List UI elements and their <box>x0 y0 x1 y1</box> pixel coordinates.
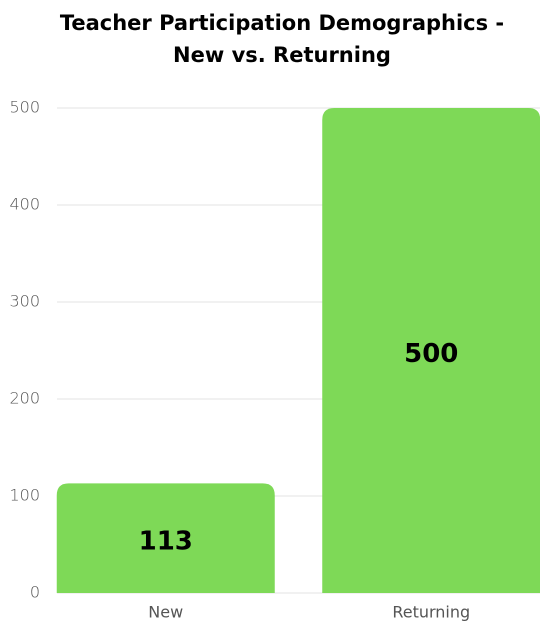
bar <box>322 108 540 593</box>
chart-title: New vs. Returning <box>173 43 391 67</box>
data-label: 113 <box>139 527 193 557</box>
y-tick-label: 400 <box>9 195 40 214</box>
bar <box>56 483 275 593</box>
y-tick-label: 0 <box>30 583 40 602</box>
y-tick-label: 200 <box>9 389 40 408</box>
data-label: 500 <box>404 339 458 369</box>
chart-title: Teacher Participation Demographics - <box>60 11 504 35</box>
y-tick-label: 500 <box>9 98 40 117</box>
x-tick-label: Returning <box>392 603 470 622</box>
y-tick-label: 300 <box>9 292 40 311</box>
x-tick-label: New <box>148 603 183 622</box>
y-tick-label: 100 <box>9 486 40 505</box>
